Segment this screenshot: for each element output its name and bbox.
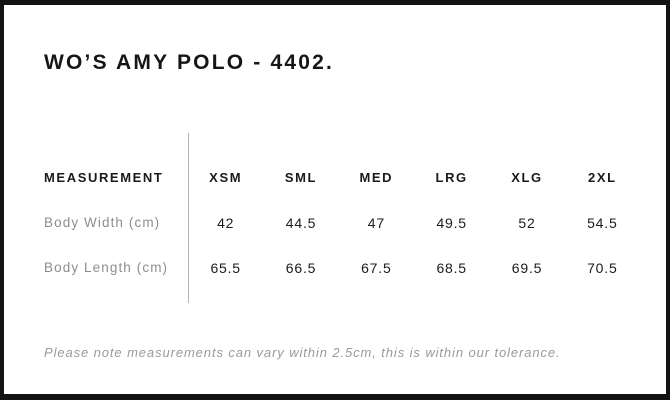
body-width-xlg: 52 [518,214,536,231]
size-chart-card: WO’S AMY POLO - 4402. MEASUREMENT XSM SM… [4,5,666,394]
body-length-lrg: 68.5 [436,259,467,276]
body-width-med: 47 [367,214,385,231]
column-header-sml: SML [284,170,318,186]
column-header-measurement: MEASUREMENT [44,170,164,186]
body-width-lrg: 49.5 [436,214,467,231]
size-table-grid: MEASUREMENT XSM SML MED LRG XLG 2XL Body… [44,155,640,290]
body-length-xsm: 65.5 [210,259,241,276]
column-header-xlg: XLG [511,170,543,186]
body-length-2xl: 70.5 [587,259,618,276]
body-length-sml: 66.5 [285,259,317,276]
row-label-body-length: Body Length (cm) [44,260,169,276]
size-table: MEASUREMENT XSM SML MED LRG XLG 2XL Body… [44,133,640,304]
column-header-lrg: LRG [435,170,468,186]
column-header-xsm: XSM [209,170,243,186]
page-title: WO’S AMY POLO - 4402. [44,51,335,74]
body-length-xlg: 69.5 [511,259,543,276]
body-width-xsm: 42 [217,214,235,231]
row-label-body-width: Body Width (cm) [44,215,161,231]
column-header-med: MED [359,170,394,186]
tolerance-note: Please note measurements can vary within… [44,345,561,361]
body-width-sml: 44.5 [285,214,317,231]
body-length-med: 67.5 [361,259,392,276]
body-width-2xl: 54.5 [587,214,618,231]
vertical-divider [188,133,189,304]
column-header-2xl: 2XL [588,170,617,186]
